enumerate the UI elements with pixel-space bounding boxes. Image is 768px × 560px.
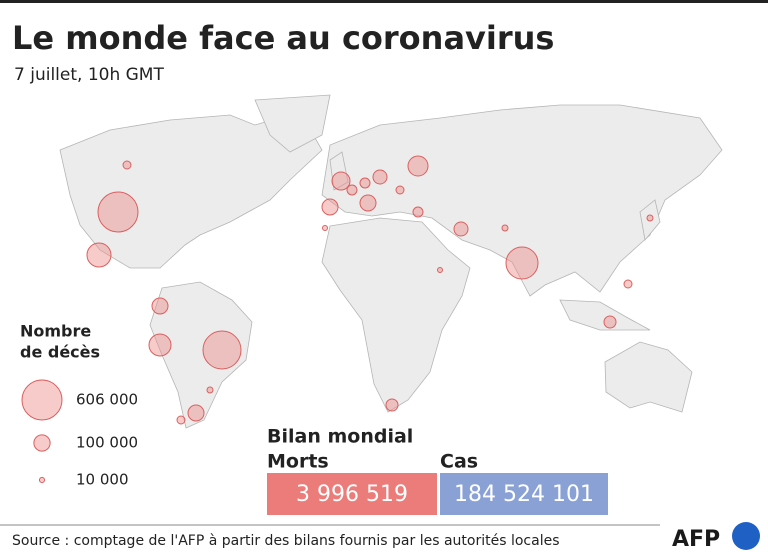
- world-map: [59, 94, 723, 429]
- legend: 606 000 100 000 10 000: [21, 379, 138, 489]
- legend-circle: [38, 476, 46, 484]
- cases-value: 184 524 101: [454, 482, 594, 507]
- legend-title: de décès: [20, 343, 100, 362]
- cases-label: Cas: [440, 451, 478, 473]
- legend-label: 100 000: [76, 434, 138, 452]
- summary-heading: Bilan mondial: [267, 426, 413, 448]
- title: Le monde face au coronavirus: [12, 19, 554, 57]
- legend-title: Nombre: [20, 322, 91, 341]
- cases-box: [440, 473, 608, 515]
- legend-circle: [33, 434, 51, 452]
- legend-label: 606 000: [76, 391, 138, 409]
- deaths-box: [267, 473, 437, 515]
- source: Source : comptage de l'AFP à partir des …: [12, 533, 560, 549]
- legend-label: 10 000: [76, 471, 129, 489]
- logo-disc: [732, 522, 760, 550]
- deaths-label: Morts: [267, 451, 329, 473]
- death-bubbles: [86, 155, 654, 425]
- top-rule: [0, 0, 768, 3]
- subtitle: 7 juillet, 10h GMT: [14, 65, 164, 85]
- logo-text: AFP: [672, 527, 720, 552]
- deaths-value: 3 996 519: [296, 482, 408, 507]
- legend-circle: [21, 379, 63, 421]
